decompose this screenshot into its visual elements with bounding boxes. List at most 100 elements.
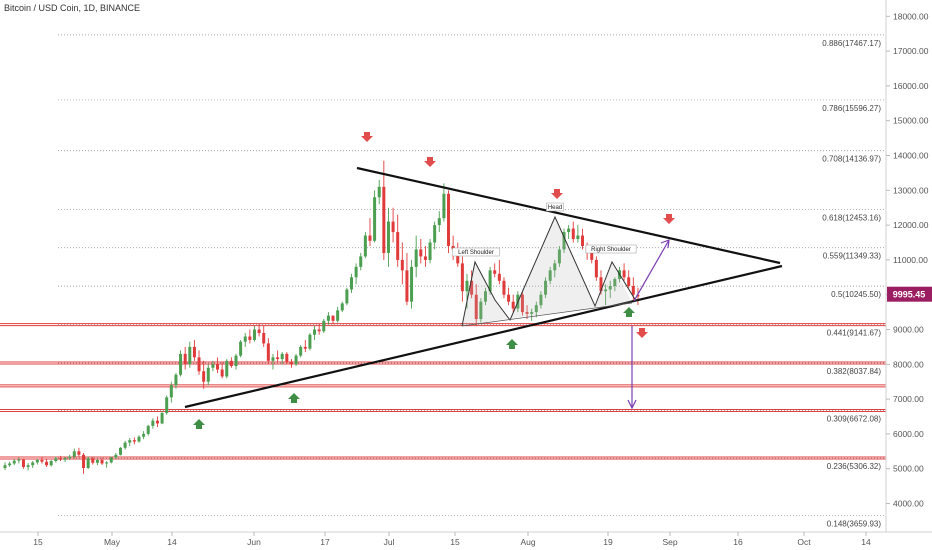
x-tick-label: Oct (797, 537, 811, 547)
y-tick-label: 8000.00 (893, 359, 924, 369)
x-tick-label: 14 (861, 537, 871, 547)
up-arrow-icon (288, 393, 300, 403)
candle-body (206, 367, 210, 382)
candle-body (576, 235, 580, 240)
candle-body (627, 277, 631, 286)
candle-body (86, 458, 90, 469)
candle-body (493, 270, 497, 274)
candle-body (553, 263, 557, 271)
y-tick-label: 6000.00 (893, 429, 924, 439)
down-arrow-icon (636, 328, 648, 338)
candle-body (631, 286, 635, 295)
candle-body (557, 249, 561, 264)
fib-level-label: 0.786(15596.27) (822, 104, 881, 113)
candle-body (31, 462, 35, 466)
candle-body (604, 289, 608, 292)
candle-body (82, 454, 86, 469)
candle-body (470, 280, 474, 295)
up-arrow-icon (623, 307, 635, 317)
candle-body (109, 457, 113, 463)
up-arrow-icon (193, 419, 205, 429)
candle-body (520, 294, 524, 313)
candle-body (622, 270, 626, 278)
x-tick-label: Jun (247, 537, 261, 547)
candle-body (410, 266, 414, 302)
y-tick-label: 7000.00 (893, 394, 924, 404)
candle-body (49, 461, 53, 466)
candle-body (363, 235, 367, 257)
drawings-layer: Left Shoulder Head Right Shoulder (184, 132, 783, 429)
candle-body (132, 440, 136, 442)
candle-body (142, 433, 146, 437)
y-tick-label: 14000.00 (893, 151, 929, 161)
y-tick-label: 4000.00 (893, 499, 924, 509)
candle-body (405, 270, 409, 302)
x-tick-label: 17 (320, 537, 330, 547)
candle-body (220, 369, 224, 377)
candle-body (451, 245, 455, 250)
candle-body (317, 329, 321, 332)
candle-body (350, 277, 353, 290)
pattern-label-box (546, 202, 564, 212)
candle-body (308, 334, 312, 349)
y-tick-label: 11000.00 (893, 255, 928, 265)
candle-body (179, 353, 183, 375)
fib-level-label: 0.236(5306.32) (827, 462, 882, 471)
down-arrow-icon (663, 214, 675, 224)
candle-body (188, 346, 192, 365)
candle-body (72, 451, 76, 457)
candle-body (354, 266, 358, 278)
candle-body (105, 462, 109, 464)
candle-body (396, 232, 400, 260)
candle-body (91, 458, 95, 463)
x-tick-label: 19 (603, 537, 613, 547)
candle-body (160, 413, 164, 424)
candle-body (368, 235, 372, 241)
candle-body (8, 463, 12, 466)
candle-body (326, 315, 330, 321)
x-tick-label: 15 (450, 537, 460, 547)
candle-body (447, 193, 451, 246)
candle-body (382, 186, 386, 253)
y-tick-label: 12000.00 (893, 220, 929, 230)
pattern-label-box (585, 244, 637, 254)
candle-body (497, 273, 501, 281)
projection-up-arrowhead (660, 239, 670, 249)
candle-body (488, 270, 492, 292)
fib-levels-layer: 0.886(17467.17) 0.786(15596.27) 0.708(1413… (58, 34, 884, 528)
candle-body (77, 451, 81, 455)
candle-body (289, 362, 293, 365)
candle-body (594, 259, 598, 278)
neckline (461, 302, 633, 327)
candle-body (234, 355, 238, 367)
candle-body (192, 346, 196, 358)
x-tick-label: Jul (384, 537, 395, 547)
fib-level-label: 0.618(12453.16) (822, 213, 881, 222)
lower-trendline (184, 264, 783, 409)
candle-body (437, 218, 441, 226)
candle-body (530, 312, 534, 314)
pattern-label-box (452, 247, 500, 257)
candle-body (544, 280, 548, 295)
candle-body (465, 280, 469, 292)
y-tick-label: 13000.00 (893, 185, 929, 195)
candle-body (414, 249, 418, 267)
y-tick-label: 5000.00 (893, 464, 924, 474)
x-tick-label: May (104, 537, 121, 547)
candle-body (174, 374, 178, 386)
candle-body (322, 320, 326, 332)
candle-body (128, 440, 132, 443)
candles-layer (3, 160, 640, 474)
candle-body (534, 305, 538, 313)
candle-body (599, 277, 603, 292)
chart-title: Bitcoin / USD Coin, 1D, BINANCE (4, 3, 141, 13)
candle-body (216, 364, 220, 370)
candle-body (433, 225, 437, 243)
candle-body (58, 458, 62, 460)
pattern-fill (462, 217, 632, 326)
fib-level-label: 0.441(9141.67) (827, 329, 882, 338)
candle-body (123, 442, 127, 448)
candle-body (285, 353, 289, 363)
candle-body (17, 459, 21, 461)
